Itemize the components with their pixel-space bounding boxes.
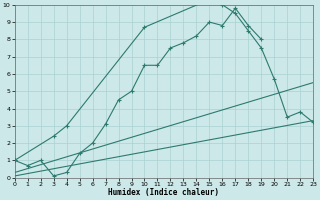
- X-axis label: Humidex (Indice chaleur): Humidex (Indice chaleur): [108, 188, 220, 197]
